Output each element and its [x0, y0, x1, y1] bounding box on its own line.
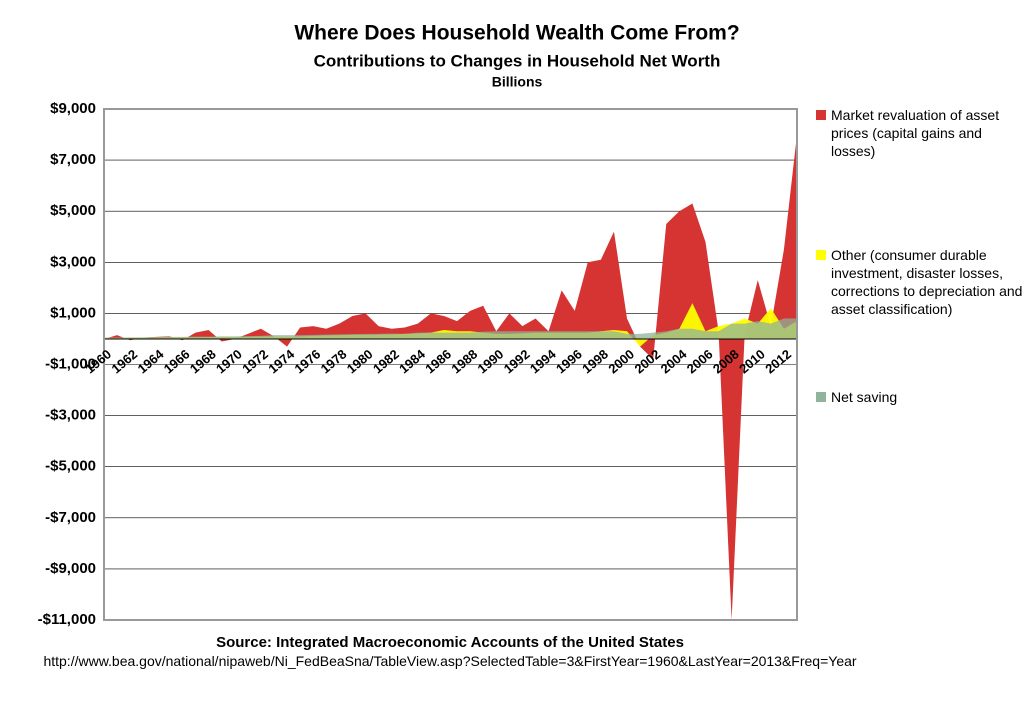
legend-label: Net saving: [831, 389, 898, 405]
y-tick-label: $3,000: [50, 253, 96, 270]
y-tick-label: -$9,000: [45, 560, 96, 577]
y-tick-label: $7,000: [50, 151, 96, 168]
chart-subtitle: Contributions to Changes in Household Ne…: [314, 51, 721, 70]
source-url: http://www.bea.gov/national/nipaweb/Ni_F…: [43, 653, 857, 669]
y-tick-label: -$3,000: [45, 407, 96, 424]
chart-title: Where Does Household Wealth Come From?: [294, 22, 739, 45]
y-tick-label: -$7,000: [45, 509, 96, 526]
legend-label: Market revaluation of asset prices (capi…: [831, 107, 1000, 159]
y-tick-label: -$11,000: [38, 611, 96, 628]
y-tick-label: $5,000: [50, 202, 96, 219]
y-tick-label: -$1,000: [45, 355, 96, 372]
source: Source: Integrated Macroeconomic Account…: [216, 634, 684, 651]
legend-swatch: [816, 250, 826, 260]
plot-border: [103, 108, 798, 621]
legend-label: Other (consumer durable investment, disa…: [831, 247, 1023, 317]
y-tick-label: -$5,000: [45, 458, 96, 475]
y-tick-label: $9,000: [50, 100, 96, 117]
legend-swatch: [816, 392, 826, 402]
area: [104, 318, 797, 339]
y-tick-label: $1,000: [50, 304, 96, 321]
legend-swatch: [816, 110, 826, 120]
unit-label: Billions: [492, 74, 543, 90]
